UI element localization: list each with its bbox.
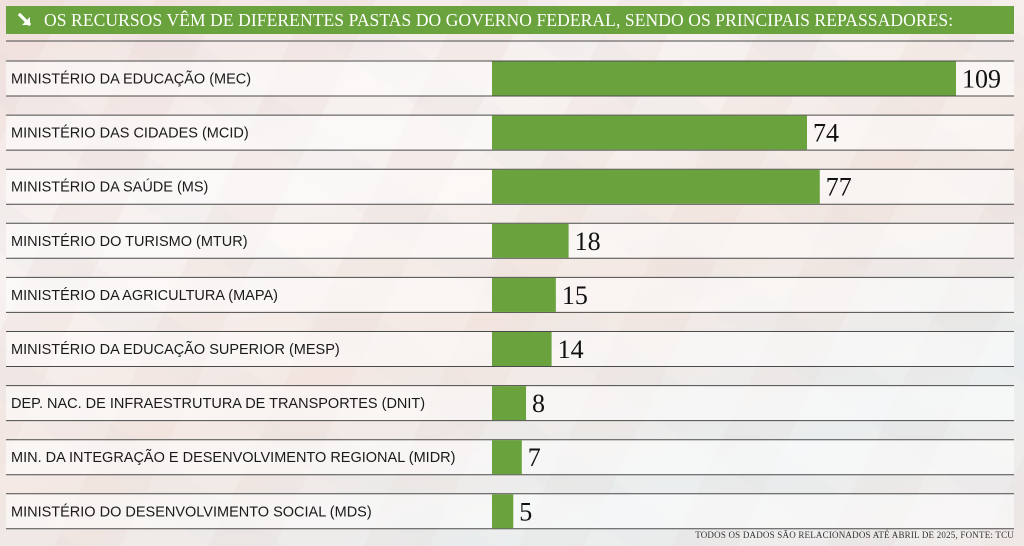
category-label: MINISTÉRIO DO DESENVOLVIMENTO SOCIAL (MD… bbox=[11, 503, 372, 520]
bar bbox=[492, 115, 808, 150]
bar bbox=[492, 440, 522, 475]
bar bbox=[492, 494, 514, 529]
chart-title: OS RECURSOS VÊM DE DIFERENTES PASTAS DO … bbox=[44, 9, 954, 30]
bar bbox=[492, 332, 552, 366]
bar-row: DEP. NAC. DE INFRAESTRUTURA DE TRANSPORT… bbox=[6, 385, 1014, 422]
bar-row: MINISTÉRIO DO DESENVOLVIMENTO SOCIAL (MD… bbox=[6, 493, 1014, 530]
bar-row: MINISTÉRIO DA EDUCAÇÃO (MEC) 109 bbox=[6, 60, 1014, 97]
bar-row: MINISTÉRIO DA EDUCAÇÃO SUPERIOR (MESP) 14 bbox=[6, 331, 1014, 367]
category-label: MINISTÉRIO DA EDUCAÇÃO SUPERIOR (MESP) bbox=[11, 341, 340, 358]
value-label: 77 bbox=[826, 173, 852, 202]
value-label: 8 bbox=[532, 389, 545, 418]
bar bbox=[492, 277, 556, 312]
category-label: MINISTÉRIO DA EDUCAÇÃO (MEC) bbox=[11, 71, 251, 88]
bar bbox=[492, 223, 569, 258]
bar-row: MINISTÉRIO DO TURISMO (MTUR) 18 bbox=[6, 222, 1014, 259]
category-label: MINISTÉRIO DAS CIDADES (MCID) bbox=[11, 125, 249, 142]
arrow-down-right-icon bbox=[16, 11, 34, 29]
bar-row: MINISTÉRIO DA SAÚDE (MS) 77 bbox=[6, 168, 1014, 205]
category-label: DEP. NAC. DE INFRAESTRUTURA DE TRANSPORT… bbox=[11, 396, 425, 412]
category-label: MINISTÉRIO DA SAÚDE (MS) bbox=[11, 179, 208, 196]
bar bbox=[492, 61, 956, 96]
value-label: 7 bbox=[528, 443, 541, 472]
value-label: 74 bbox=[813, 119, 839, 148]
value-label: 15 bbox=[562, 281, 588, 310]
bar-row: MINISTÉRIO DAS CIDADES (MCID) 74 bbox=[6, 114, 1014, 151]
chart-header: OS RECURSOS VÊM DE DIFERENTES PASTAS DO … bbox=[6, 6, 1014, 34]
category-label: MIN. DA INTEGRAÇÃO E DESENVOLVIMENTO REG… bbox=[11, 449, 455, 466]
category-label: MINISTÉRIO DA AGRICULTURA (MAPA) bbox=[11, 287, 278, 304]
bar-row: MIN. DA INTEGRAÇÃO E DESENVOLVIMENTO REG… bbox=[6, 439, 1014, 476]
value-label: 5 bbox=[519, 497, 532, 526]
category-label: MINISTÉRIO DO TURISMO (MTUR) bbox=[11, 233, 248, 250]
value-label: 14 bbox=[558, 335, 584, 364]
bar-row: MINISTÉRIO DA AGRICULTURA (MAPA) 15 bbox=[6, 276, 1014, 313]
value-label: 109 bbox=[962, 65, 1001, 94]
source-note: TODOS OS DADOS SÃO RELACIONADOS ATÉ ABRI… bbox=[695, 530, 1014, 540]
bar bbox=[492, 386, 527, 421]
value-label: 18 bbox=[575, 227, 601, 256]
bar bbox=[492, 169, 820, 204]
